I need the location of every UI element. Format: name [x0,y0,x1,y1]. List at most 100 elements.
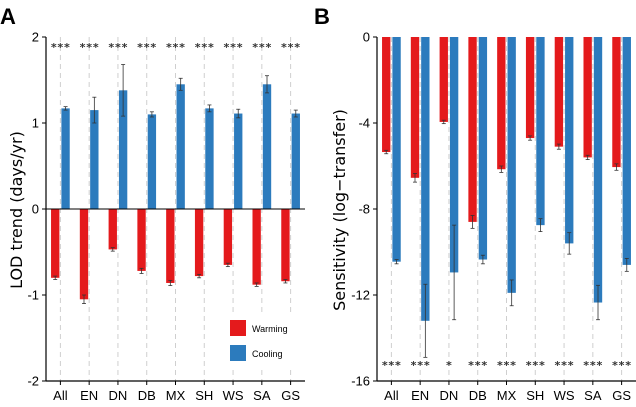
significance-label: *** [583,359,603,372]
panel-a-axes [42,36,305,385]
x-tick-label: EN [411,388,429,403]
bar-cooling-en [421,37,430,321]
errorbar-cooling-db [149,111,154,118]
errorbar-warming-dn [110,247,115,252]
x-tick-label: SA [584,388,602,403]
y-tick-label: 2 [32,30,39,45]
bar-warming-gs [612,37,621,168]
errorbar-cooling-mx [509,279,514,307]
legend: Warming Cooling [224,316,300,368]
panel-a-significance: *** *** *** *** *** *** *** *** *** [50,41,300,54]
bar-warming-sh [194,209,204,277]
x-tick-label: DB [138,388,156,403]
errorbar-cooling-mx [178,77,183,91]
errorbar-warming-dn [441,119,446,125]
x-tick-label: All [384,388,399,403]
bar-warming-db [468,37,477,222]
significance-label: *** [50,41,70,54]
panel-a-letter: A [0,4,16,29]
bar-warming-db [137,209,146,271]
x-tick-label: WS [554,388,575,403]
panel-b-letter: B [314,4,330,29]
errorbar-warming-gs [283,279,288,284]
bar-cooling-db [147,114,157,209]
x-tick-label: All [53,388,68,403]
significance-label: *** [252,41,272,54]
bar-cooling-sa [593,37,603,303]
panel-b-significance: *** *** * *** *** *** *** *** *** [381,359,631,372]
panel-a-ylabel: LOD trend (days/yr) [7,131,26,289]
y-tick-label: -8 [358,202,370,217]
bar-cooling-mx [176,84,185,209]
significance-label: *** [194,41,214,54]
bar-warming-all [51,209,60,278]
errorbar-cooling-ws [567,232,572,255]
x-tick-label: MX [166,388,186,403]
panel-a-xticks: All EN DN DB MX SH WS SA GS [53,388,300,403]
bar-cooling-gs [622,37,631,265]
errorbar-warming-sa [254,282,259,287]
bar-warming-dn [108,209,117,250]
errorbar-warming-sa [585,154,590,160]
y-tick-label: -2 [27,374,39,389]
bar-cooling-dn [449,37,459,273]
panel-b-errorbars [384,119,629,358]
x-tick-label: GS [281,388,300,403]
bar-warming-all [382,37,391,153]
y-tick-label: -4 [358,116,370,131]
significance-label: *** [525,359,545,372]
significance-label: *** [468,359,488,372]
x-tick-label: SH [526,388,544,403]
bar-cooling-all [61,108,70,209]
errorbar-cooling-sa [596,284,601,321]
x-tick-label: MX [497,388,517,403]
bar-warming-dn [439,37,448,122]
errorbar-cooling-ws [236,108,241,119]
significance-label: *** [137,41,157,54]
errorbar-warming-en [81,294,86,305]
bar-warming-mx [166,209,175,283]
significance-label: *** [612,359,632,372]
bar-cooling-db [478,37,488,260]
significance-label: * [446,359,453,372]
panel-b: B Sensitivity (log−transfer) 0 -4 -8 -12 -16… [314,4,636,403]
panel-b-bars [382,37,631,321]
bar-warming-sa [252,209,261,285]
significance-label: *** [497,359,517,372]
errorbar-cooling-sa [265,75,270,94]
errorbar-warming-db [470,215,475,229]
bar-warming-en [410,37,420,178]
errorbar-warming-db [139,267,144,274]
errorbar-cooling-sh [207,104,212,113]
panel-a-yticks: 2 1 0 -1 -2 [27,30,39,389]
errorbar-warming-ws [556,143,561,150]
y-tick-label: -1 [27,288,39,303]
x-tick-label: WS [223,388,244,403]
bar-cooling-sa [262,84,272,209]
errorbar-cooling-en [92,96,97,124]
bar-warming-sa [583,37,592,158]
panel-b-grid [390,37,623,381]
errorbar-cooling-gs [293,109,298,118]
y-tick-label: 0 [32,202,39,217]
significance-label: *** [166,41,186,54]
errorbar-warming-mx [168,279,173,286]
y-tick-label: -16 [351,374,370,389]
significance-label: *** [410,359,430,372]
legend-label-warming: Warming [252,324,288,334]
panel-b-ylabel: Sensitivity (log−transfer) [330,109,349,311]
panel-a-bars [51,84,300,300]
x-tick-label: GS [612,388,631,403]
errorbar-cooling-gs [624,258,629,272]
errorbar-cooling-en [423,283,428,358]
significance-label: *** [381,359,401,372]
bar-warming-en [79,209,89,300]
significance-label: *** [554,359,574,372]
panel-a-errorbars [53,64,298,305]
bar-warming-ws [223,209,233,265]
errorbar-warming-sh [197,273,202,279]
bar-cooling-ws [234,113,243,209]
x-tick-label: SA [253,388,271,403]
bar-cooling-gs [291,113,300,209]
